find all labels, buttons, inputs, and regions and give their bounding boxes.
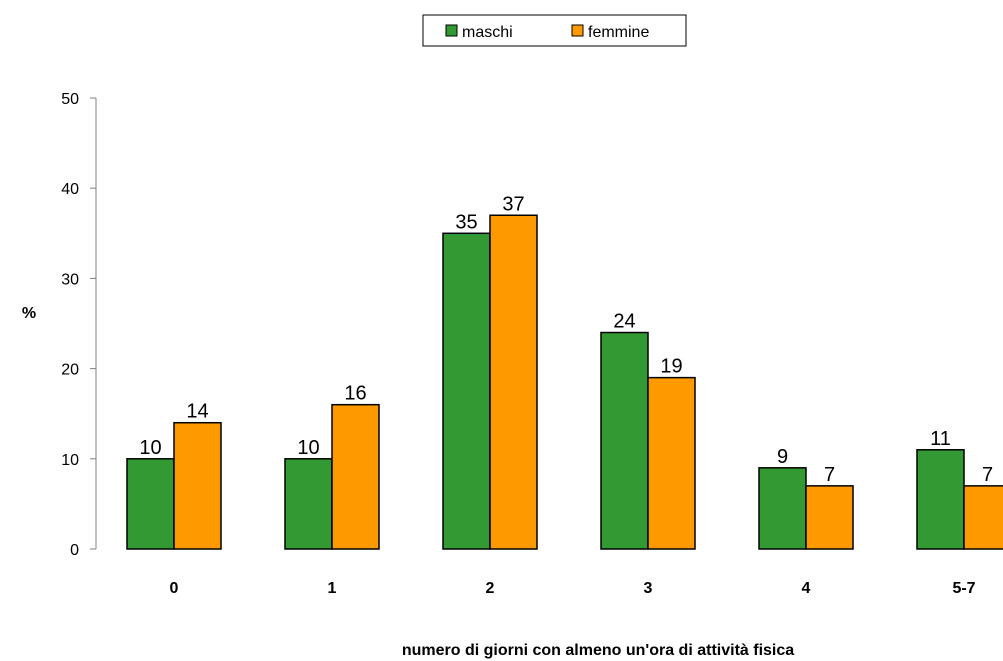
x-tick-label: 5-7 [952,580,975,597]
bar-femmine-0 [173,421,222,550]
y-tick-label: 0 [70,542,79,559]
x-tick-label: 3 [644,580,653,597]
legend-box [422,14,687,47]
bar-maschi-1 [284,458,333,550]
bar-maschi-5-7 [916,449,965,550]
data-label: 10 [297,437,319,459]
y-tick-label: 40 [61,181,79,198]
data-label: 35 [455,211,477,233]
bar-femmine-1 [331,403,380,550]
x-tick-label: 1 [328,580,337,597]
y-tick-label: 30 [61,271,79,288]
bars: 10 14 10 16 35 37 24 19 9 7 11 7 [126,193,1003,550]
data-label: 7 [982,464,993,486]
data-label: 11 [930,428,951,450]
bar-maschi-3 [600,331,649,550]
x-tick-label: 4 [802,580,811,597]
x-axis-title: numero di giorni con almeno un'ora di at… [402,642,794,659]
bar-maschi-0 [126,458,175,550]
data-label: 24 [613,311,635,333]
legend: maschi femmine [422,14,687,47]
bar-maschi-2 [442,232,491,550]
bar-femmine-4 [805,485,854,550]
legend-label-maschi: maschi [462,24,513,41]
y-axis-title: % [22,305,36,322]
x-tick-label: 0 [170,580,179,597]
bar-femmine-5-7 [963,485,1003,550]
data-label: 37 [502,193,524,215]
x-tick-label: 2 [486,580,495,597]
legend-label-femmine: femmine [588,24,649,41]
y-tick-label: 20 [61,362,79,379]
x-axis-labels: 0 1 2 3 4 5-7 [170,580,976,597]
bar-femmine-2 [489,214,538,550]
y-axis: 0 10 20 30 40 50 [61,91,97,559]
legend-swatch-femmine [571,24,584,37]
bar-femmine-3 [647,376,696,550]
y-tick-label: 50 [61,91,79,108]
data-label: 10 [139,437,161,459]
data-label: 7 [824,464,835,486]
y-tick-label: 10 [61,452,79,469]
bar-maschi-4 [758,467,807,550]
data-label: 14 [186,401,208,423]
data-label: 9 [777,446,788,468]
legend-swatch-maschi [445,24,458,37]
data-label: 19 [660,356,682,378]
data-label: 16 [344,383,366,405]
